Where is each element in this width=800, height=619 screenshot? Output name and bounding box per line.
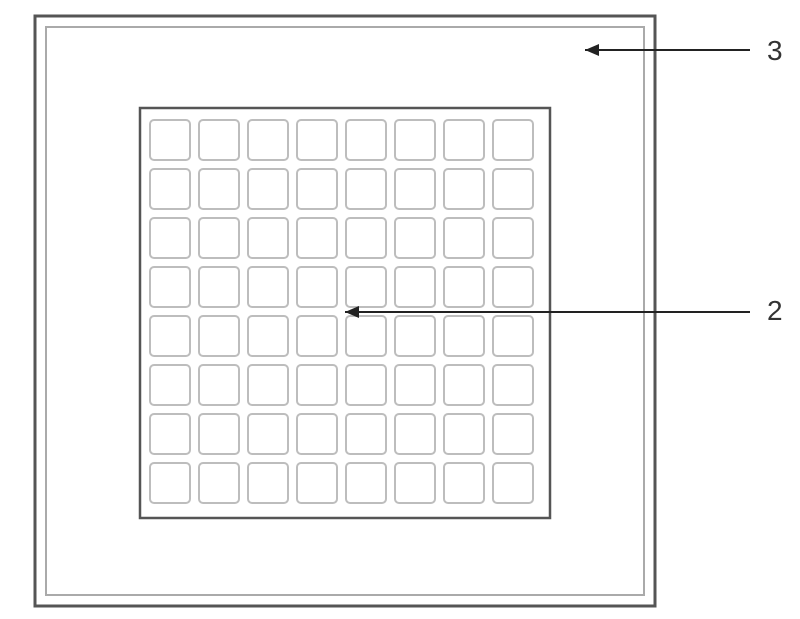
grid-cell xyxy=(493,120,533,160)
grid-cell xyxy=(346,463,386,503)
grid-cell xyxy=(493,365,533,405)
grid-cell xyxy=(150,218,190,258)
grid-cell xyxy=(150,267,190,307)
grid-cell xyxy=(395,414,435,454)
grid-cell xyxy=(493,463,533,503)
callout-label: 2 xyxy=(767,295,783,326)
grid-cell xyxy=(297,316,337,356)
grid-cell xyxy=(395,463,435,503)
grid-cell xyxy=(248,316,288,356)
grid-cell xyxy=(248,267,288,307)
grid-cell xyxy=(248,463,288,503)
grid-cell xyxy=(199,414,239,454)
grid-cell xyxy=(493,316,533,356)
grid-cell xyxy=(297,169,337,209)
grid-cell xyxy=(150,365,190,405)
grid-cell xyxy=(248,414,288,454)
grid-cell xyxy=(248,218,288,258)
grid-cell xyxy=(346,316,386,356)
grid-cell xyxy=(444,218,484,258)
grid-cell xyxy=(346,120,386,160)
grid-cell xyxy=(199,120,239,160)
grid-cell xyxy=(444,316,484,356)
grid-cell xyxy=(493,218,533,258)
grid-cell xyxy=(444,365,484,405)
grid-cell xyxy=(199,316,239,356)
grid-cell xyxy=(150,169,190,209)
grid-cell xyxy=(444,120,484,160)
grid-cell xyxy=(297,120,337,160)
grid-cell xyxy=(150,120,190,160)
grid-cell xyxy=(493,414,533,454)
grid-cell xyxy=(199,463,239,503)
grid-cell xyxy=(346,267,386,307)
callout-label: 3 xyxy=(767,35,783,66)
grid-cell xyxy=(346,414,386,454)
grid-cell xyxy=(150,463,190,503)
grid-cell xyxy=(248,169,288,209)
grid-cell xyxy=(248,120,288,160)
grid-cell xyxy=(444,414,484,454)
grid-cell xyxy=(493,169,533,209)
grid-cell xyxy=(493,267,533,307)
grid-cell xyxy=(395,316,435,356)
grid-cell xyxy=(199,218,239,258)
grid-cell xyxy=(395,365,435,405)
grid-cell xyxy=(297,414,337,454)
grid-cell xyxy=(297,463,337,503)
grid-cell xyxy=(395,218,435,258)
grid-cell xyxy=(150,414,190,454)
grid-cell xyxy=(199,365,239,405)
grid-cell xyxy=(297,218,337,258)
grid-cell xyxy=(199,169,239,209)
grid-cell xyxy=(297,365,337,405)
diagram-figure: 32 xyxy=(0,0,800,619)
grid-cell xyxy=(346,218,386,258)
grid-cell xyxy=(248,365,288,405)
grid-cell xyxy=(395,267,435,307)
grid-cell xyxy=(444,463,484,503)
grid-cell xyxy=(346,169,386,209)
grid-cell xyxy=(395,120,435,160)
grid-cell xyxy=(199,267,239,307)
grid-cell xyxy=(444,169,484,209)
grid-cell xyxy=(444,267,484,307)
grid-cell xyxy=(395,169,435,209)
grid-cell xyxy=(346,365,386,405)
grid-cell xyxy=(150,316,190,356)
grid-cell xyxy=(297,267,337,307)
